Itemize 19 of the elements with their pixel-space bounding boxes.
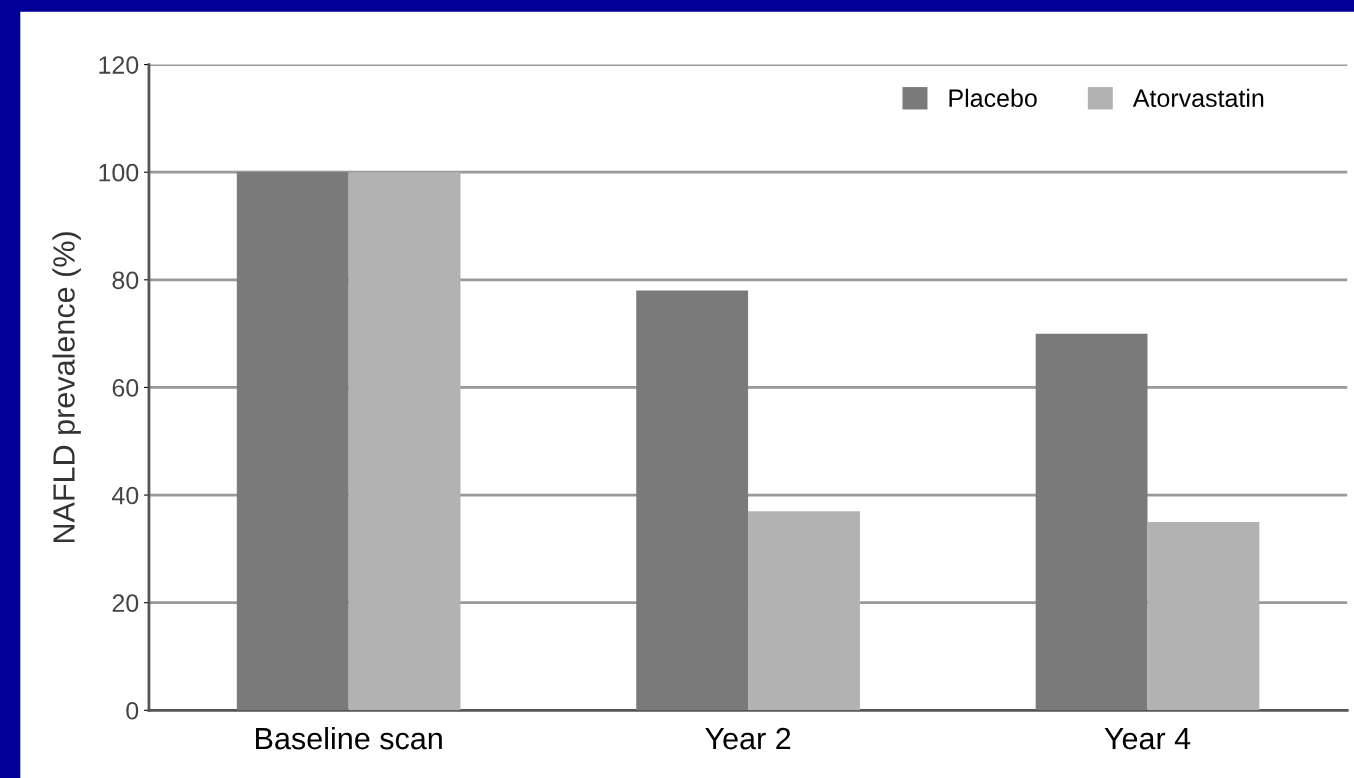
y-tick-label: 0 (126, 701, 139, 720)
y-tick-label: 80 (112, 271, 139, 290)
y-tick-label: 40 (111, 486, 139, 505)
y-tick-label: 120 (99, 56, 139, 74)
legend-label: Placebo (949, 88, 1037, 108)
bar (348, 172, 461, 711)
y-tick-label: 20 (112, 594, 139, 612)
y-tick-label: 100 (99, 163, 139, 182)
bar (1147, 521, 1260, 711)
bar (236, 172, 349, 711)
y-tick-label: 60 (112, 379, 139, 397)
y-axis-title: NAFLD prevalence (%) (52, 232, 81, 543)
x-tick-label: Baseline scan (256, 726, 442, 750)
bar (636, 290, 749, 711)
x-tick-label: Year 2 (705, 727, 791, 750)
legend-label: Atorvastatin (1132, 88, 1264, 108)
bar (748, 511, 860, 711)
x-tick-label: Year 4 (1104, 728, 1191, 750)
bar (1035, 333, 1148, 711)
